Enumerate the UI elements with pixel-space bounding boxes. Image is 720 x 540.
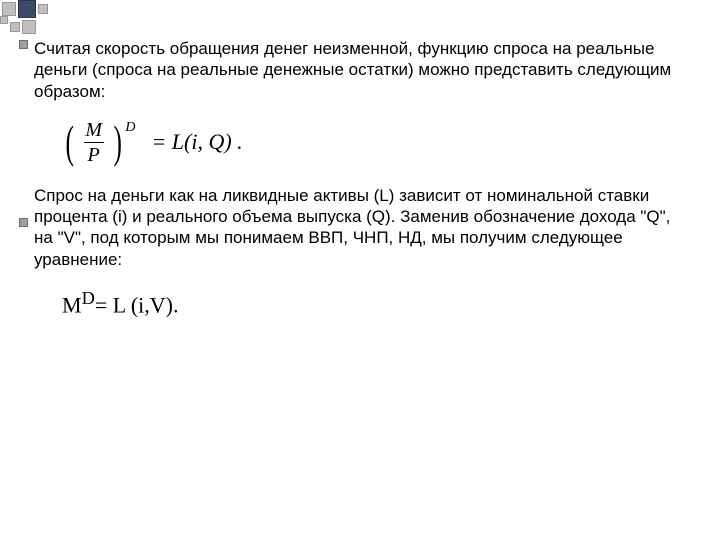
fraction-denominator: P	[84, 142, 104, 165]
formula-2: MD= L (i,V).	[62, 288, 690, 318]
fraction: M P	[81, 120, 106, 165]
superscript-d: D	[125, 120, 135, 136]
decor-square	[0, 16, 8, 24]
fraction-numerator: M	[81, 120, 106, 142]
paragraph-1: Считая скорость обращения денег неизменн…	[34, 38, 690, 102]
slide-content: Считая скорость обращения денег неизменн…	[0, 0, 720, 356]
paragraph-2: Спрос на деньги как на ликвидные активы …	[34, 185, 690, 270]
formula-rhs: = L(i, Q) .	[151, 129, 242, 155]
decor-square	[18, 0, 36, 18]
left-paren: (	[65, 120, 73, 164]
decor-square	[2, 2, 16, 16]
decor-square	[38, 4, 48, 14]
formula-1: ( M P ) D = L(i, Q) .	[62, 120, 690, 165]
decor-square	[22, 20, 36, 34]
right-paren: )	[113, 120, 121, 164]
bullet-icon	[19, 218, 28, 227]
corner-decoration	[0, 0, 120, 50]
bullet-icon	[19, 40, 28, 49]
decor-square	[10, 22, 20, 32]
